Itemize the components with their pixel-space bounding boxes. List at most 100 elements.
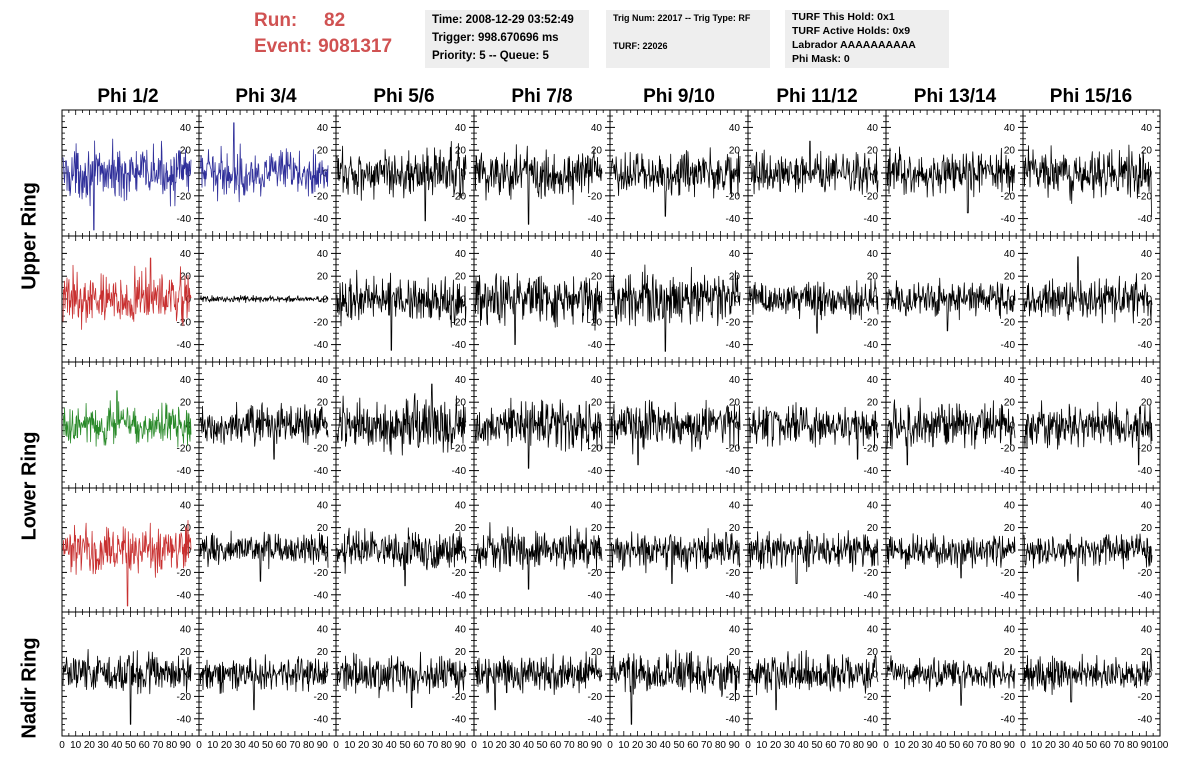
y-tick-label: 40 bbox=[729, 123, 741, 134]
y-tick-label: 40 bbox=[591, 249, 603, 260]
y-tick-label: 0 bbox=[734, 295, 740, 306]
y-tick-label: 0 bbox=[1146, 295, 1152, 306]
y-tick-label: -20 bbox=[1138, 568, 1153, 579]
y-tick-label: -20 bbox=[864, 692, 879, 703]
x-tick-label: 70 bbox=[839, 740, 851, 751]
waveform-series bbox=[886, 397, 1016, 466]
waveform-series bbox=[199, 401, 329, 460]
y-tick-label: -20 bbox=[177, 692, 192, 703]
x-tick-label: 40 bbox=[523, 740, 535, 751]
column-title-phi-15-16: Phi 15/16 bbox=[1049, 86, 1133, 107]
y-tick-label: -20 bbox=[1001, 191, 1016, 202]
y-tick-label: -20 bbox=[452, 317, 467, 328]
y-tick-label: -40 bbox=[1138, 714, 1153, 725]
waveform-series bbox=[474, 144, 603, 225]
y-tick-label: 20 bbox=[180, 272, 192, 283]
y-tick-label: -40 bbox=[864, 214, 879, 225]
y-tick-label: 40 bbox=[1141, 625, 1153, 636]
y-tick-label: -20 bbox=[314, 568, 329, 579]
x-tick-label: 90 bbox=[317, 740, 329, 751]
y-tick-label: 40 bbox=[1141, 123, 1153, 134]
y-tick-label: -40 bbox=[726, 214, 741, 225]
turf-hold-line: TURF This Hold: 0x1 bbox=[792, 11, 895, 23]
y-tick-label: 0 bbox=[1009, 670, 1015, 681]
x-tick-label: 10 bbox=[894, 740, 906, 751]
y-tick-label: 0 bbox=[872, 421, 878, 432]
time-line: Time: 2008-12-29 03:52:49 bbox=[432, 14, 574, 26]
x-tick-label: 50 bbox=[811, 740, 823, 751]
waveform-series bbox=[748, 140, 879, 195]
y-tick-label: 20 bbox=[455, 523, 467, 534]
x-tick-label: 70 bbox=[427, 740, 439, 751]
y-tick-label: 20 bbox=[1004, 272, 1016, 283]
x-tick-label: 30 bbox=[372, 740, 384, 751]
x-tick-label: 60 bbox=[413, 740, 425, 751]
y-tick-label: 0 bbox=[460, 295, 466, 306]
y-tick-label: 20 bbox=[1141, 523, 1153, 534]
x-tick-label: 10 bbox=[344, 740, 356, 751]
y-tick-label: 40 bbox=[455, 501, 467, 512]
y-tick-label: 0 bbox=[460, 670, 466, 681]
y-tick-label: 40 bbox=[455, 625, 467, 636]
x-tick-label: 10 bbox=[70, 740, 82, 751]
y-tick-label: -40 bbox=[177, 590, 192, 601]
y-tick-label: -20 bbox=[314, 443, 329, 454]
y-tick-label: -20 bbox=[177, 191, 192, 202]
y-tick-label: -20 bbox=[452, 443, 467, 454]
y-tick-label: -40 bbox=[177, 466, 192, 477]
x-tick-label: 20 bbox=[496, 740, 508, 751]
column-title-phi-3-4: Phi 3/4 bbox=[235, 86, 297, 107]
x-tick-label: 70 bbox=[152, 740, 164, 751]
y-tick-label: 40 bbox=[1141, 375, 1153, 386]
run-label: Run: bbox=[254, 10, 298, 31]
y-tick-label: -40 bbox=[452, 714, 467, 725]
y-tick-label: 40 bbox=[180, 249, 192, 260]
x-tick-label: 90 bbox=[729, 740, 741, 751]
x-tick-label: 70 bbox=[976, 740, 988, 751]
y-tick-label: -20 bbox=[588, 443, 603, 454]
phi-mask-line: Phi Mask: 0 bbox=[792, 53, 850, 65]
x-tick-label: 60 bbox=[825, 740, 837, 751]
x-tick-label: 0 bbox=[471, 740, 477, 751]
waveform-series bbox=[610, 649, 741, 725]
y-tick-label: 20 bbox=[455, 647, 467, 658]
x-tick-label: 90 bbox=[180, 740, 192, 751]
y-tick-label: 40 bbox=[1004, 249, 1016, 260]
waveform-series bbox=[748, 402, 879, 460]
y-tick-label: 20 bbox=[729, 146, 741, 157]
waveform-series bbox=[1023, 533, 1153, 582]
x-tick-label: 30 bbox=[235, 740, 247, 751]
waveform-series bbox=[610, 147, 741, 217]
y-tick-label: -40 bbox=[588, 466, 603, 477]
waveform-series bbox=[748, 278, 879, 334]
y-tick-label: 40 bbox=[591, 375, 603, 386]
y-tick-label: -40 bbox=[864, 466, 879, 477]
y-tick-label: -40 bbox=[314, 590, 329, 601]
x-tick-label: 70 bbox=[1113, 740, 1125, 751]
x-tick-label: 30 bbox=[98, 740, 110, 751]
trig-num-line: Trig Num: 22017 -- Trig Type: RF bbox=[613, 13, 751, 23]
x-tick-label: 80 bbox=[166, 740, 178, 751]
x-tick-label: 50 bbox=[536, 740, 548, 751]
priority-line: Priority: 5 -- Queue: 5 bbox=[432, 50, 549, 62]
x-tick-label: 40 bbox=[248, 740, 260, 751]
y-tick-label: -20 bbox=[726, 443, 741, 454]
waveform-series bbox=[1023, 256, 1153, 324]
y-tick-label: 0 bbox=[1009, 295, 1015, 306]
run-value: 82 bbox=[324, 10, 346, 31]
x-tick-label: 10 bbox=[618, 740, 630, 751]
y-tick-label: 20 bbox=[317, 272, 329, 283]
x-tick-label: 50 bbox=[262, 740, 274, 751]
y-tick-label: -40 bbox=[588, 340, 603, 351]
x-tick-label: 20 bbox=[84, 740, 96, 751]
column-title-phi-5-6: Phi 5/6 bbox=[373, 86, 435, 107]
y-tick-label: 40 bbox=[1141, 249, 1153, 260]
y-tick-label: -20 bbox=[314, 692, 329, 703]
x-tick-label: 30 bbox=[509, 740, 521, 751]
y-tick-label: 20 bbox=[1004, 398, 1016, 409]
y-tick-label: 0 bbox=[1146, 169, 1152, 180]
x-tick-label: 40 bbox=[935, 740, 947, 751]
x-tick-label: 90 bbox=[591, 740, 603, 751]
y-tick-label: -20 bbox=[1001, 692, 1016, 703]
